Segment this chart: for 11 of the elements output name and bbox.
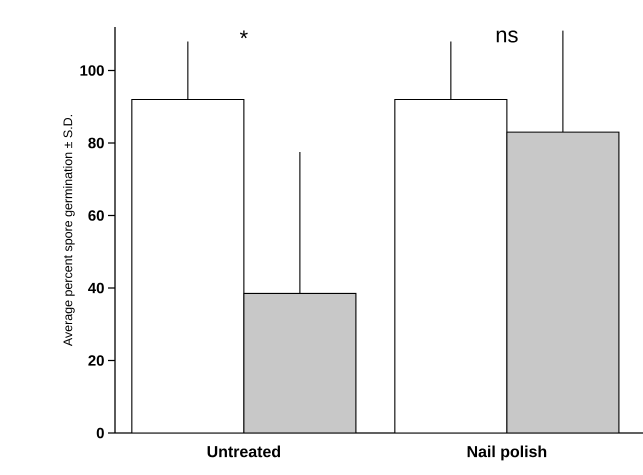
x-tick-label: Untreated	[208, 446, 280, 458]
y-tick-label: 0	[96, 428, 104, 438]
y-axis-title: Average percent spore germination ± S.D.	[63, 115, 75, 346]
annotation: ns	[496, 30, 518, 43]
annotation: *	[240, 30, 248, 38]
x-tick-label: Nail polish	[468, 446, 546, 460]
y-tick-label: 100	[80, 65, 104, 76]
y-tick-label: 60	[88, 210, 104, 221]
y-tick-label: 80	[88, 138, 104, 148]
y-tick-label: 20	[88, 355, 104, 366]
y-tick-label: 40	[88, 282, 104, 294]
